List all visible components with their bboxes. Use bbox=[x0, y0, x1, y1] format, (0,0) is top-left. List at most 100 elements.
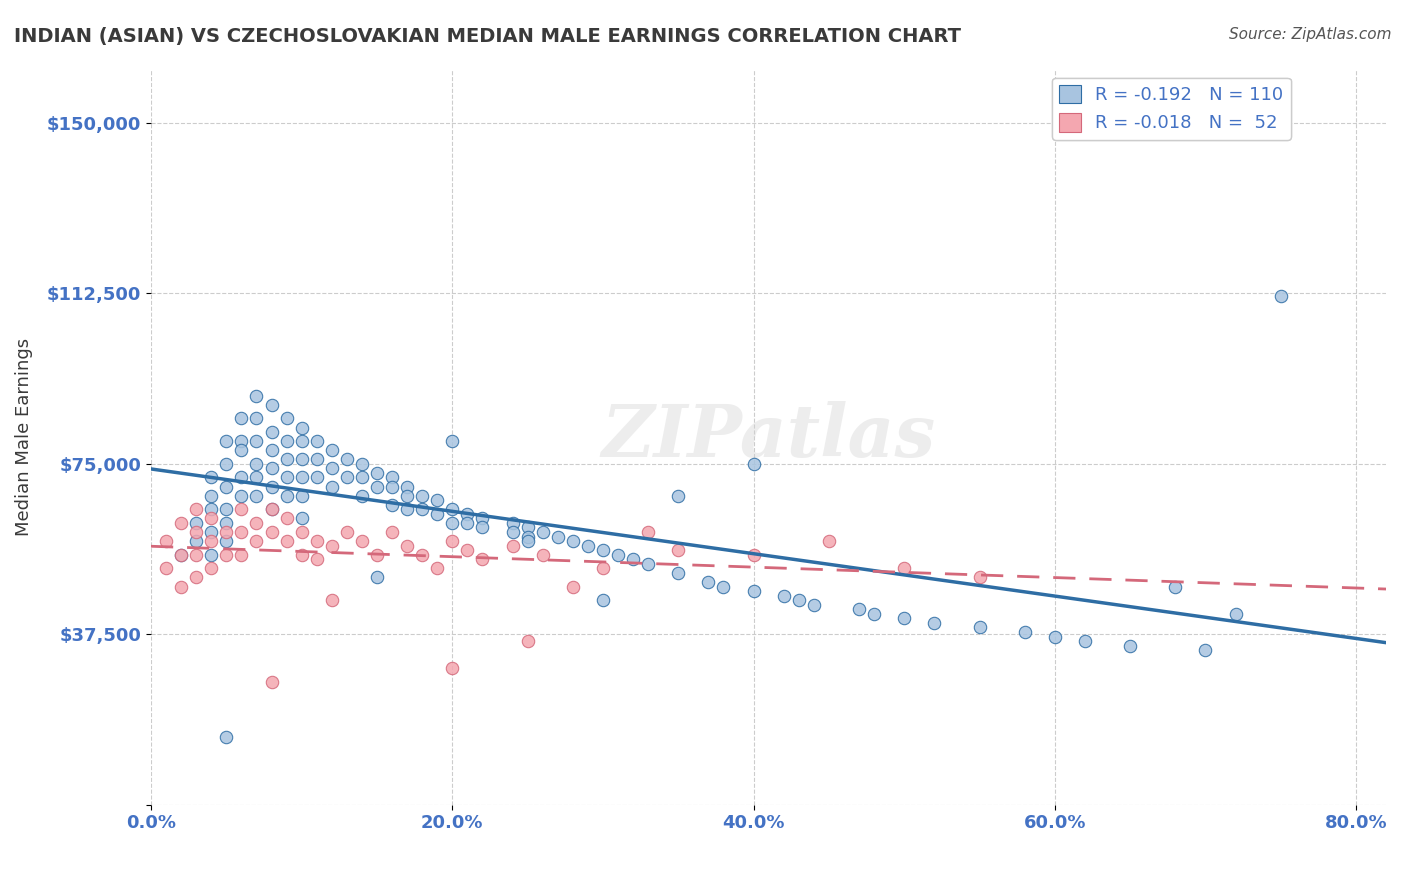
Text: ZIPatlas: ZIPatlas bbox=[602, 401, 935, 472]
Point bbox=[742, 457, 765, 471]
Point bbox=[1225, 607, 1247, 621]
Point bbox=[186, 570, 208, 584]
Point bbox=[502, 516, 524, 530]
Point bbox=[231, 502, 253, 516]
Point bbox=[305, 434, 328, 449]
Point bbox=[924, 615, 946, 630]
Point bbox=[260, 443, 283, 458]
Point bbox=[291, 470, 314, 484]
Point bbox=[350, 470, 373, 484]
Point bbox=[411, 548, 433, 562]
Point bbox=[516, 634, 538, 648]
Point bbox=[276, 534, 298, 549]
Point bbox=[260, 502, 283, 516]
Point bbox=[305, 452, 328, 467]
Point bbox=[441, 434, 464, 449]
Point bbox=[742, 584, 765, 599]
Point bbox=[186, 548, 208, 562]
Point bbox=[350, 534, 373, 549]
Point bbox=[502, 539, 524, 553]
Y-axis label: Median Male Earnings: Median Male Earnings bbox=[15, 337, 32, 536]
Point bbox=[291, 420, 314, 434]
Point bbox=[305, 470, 328, 484]
Point bbox=[200, 548, 222, 562]
Point bbox=[291, 452, 314, 467]
Point bbox=[170, 548, 193, 562]
Point bbox=[366, 466, 388, 480]
Point bbox=[441, 502, 464, 516]
Point bbox=[1194, 643, 1216, 657]
Point bbox=[260, 502, 283, 516]
Point bbox=[502, 524, 524, 539]
Point bbox=[396, 539, 419, 553]
Point bbox=[321, 461, 343, 475]
Point bbox=[291, 511, 314, 525]
Point bbox=[666, 566, 689, 580]
Point bbox=[215, 548, 238, 562]
Point bbox=[245, 470, 267, 484]
Point bbox=[245, 489, 267, 503]
Point bbox=[381, 524, 404, 539]
Point bbox=[516, 530, 538, 544]
Point bbox=[200, 502, 222, 516]
Point bbox=[350, 457, 373, 471]
Point bbox=[276, 411, 298, 425]
Point bbox=[471, 511, 494, 525]
Point bbox=[200, 534, 222, 549]
Point bbox=[969, 620, 991, 634]
Point bbox=[516, 520, 538, 534]
Point bbox=[1014, 625, 1036, 640]
Point bbox=[215, 457, 238, 471]
Point bbox=[666, 489, 689, 503]
Point bbox=[200, 489, 222, 503]
Point bbox=[742, 548, 765, 562]
Point bbox=[471, 520, 494, 534]
Point bbox=[215, 516, 238, 530]
Point bbox=[215, 479, 238, 493]
Point bbox=[637, 524, 659, 539]
Point bbox=[245, 457, 267, 471]
Point bbox=[215, 502, 238, 516]
Legend: R = -0.192   N = 110, R = -0.018   N =  52: R = -0.192 N = 110, R = -0.018 N = 52 bbox=[1052, 78, 1291, 140]
Point bbox=[666, 543, 689, 558]
Point bbox=[713, 580, 735, 594]
Point bbox=[245, 516, 267, 530]
Point bbox=[200, 524, 222, 539]
Point bbox=[366, 548, 388, 562]
Point bbox=[291, 434, 314, 449]
Point bbox=[426, 507, 449, 521]
Point bbox=[200, 511, 222, 525]
Point bbox=[245, 411, 267, 425]
Point bbox=[396, 502, 419, 516]
Point bbox=[336, 470, 359, 484]
Point bbox=[245, 534, 267, 549]
Point bbox=[1164, 580, 1187, 594]
Point bbox=[231, 443, 253, 458]
Point bbox=[321, 443, 343, 458]
Point bbox=[592, 561, 614, 575]
Point bbox=[245, 389, 267, 403]
Point bbox=[291, 524, 314, 539]
Point bbox=[305, 534, 328, 549]
Point bbox=[186, 516, 208, 530]
Point bbox=[260, 398, 283, 412]
Point bbox=[531, 524, 554, 539]
Point bbox=[215, 434, 238, 449]
Point bbox=[396, 479, 419, 493]
Point bbox=[637, 557, 659, 571]
Point bbox=[1119, 639, 1142, 653]
Point bbox=[516, 534, 538, 549]
Point bbox=[276, 452, 298, 467]
Point bbox=[336, 452, 359, 467]
Point bbox=[818, 534, 841, 549]
Point bbox=[561, 580, 583, 594]
Point bbox=[350, 489, 373, 503]
Point bbox=[321, 593, 343, 607]
Point bbox=[547, 530, 569, 544]
Point bbox=[186, 524, 208, 539]
Point bbox=[276, 434, 298, 449]
Point bbox=[803, 598, 825, 612]
Point bbox=[592, 543, 614, 558]
Point bbox=[456, 516, 478, 530]
Point bbox=[893, 561, 915, 575]
